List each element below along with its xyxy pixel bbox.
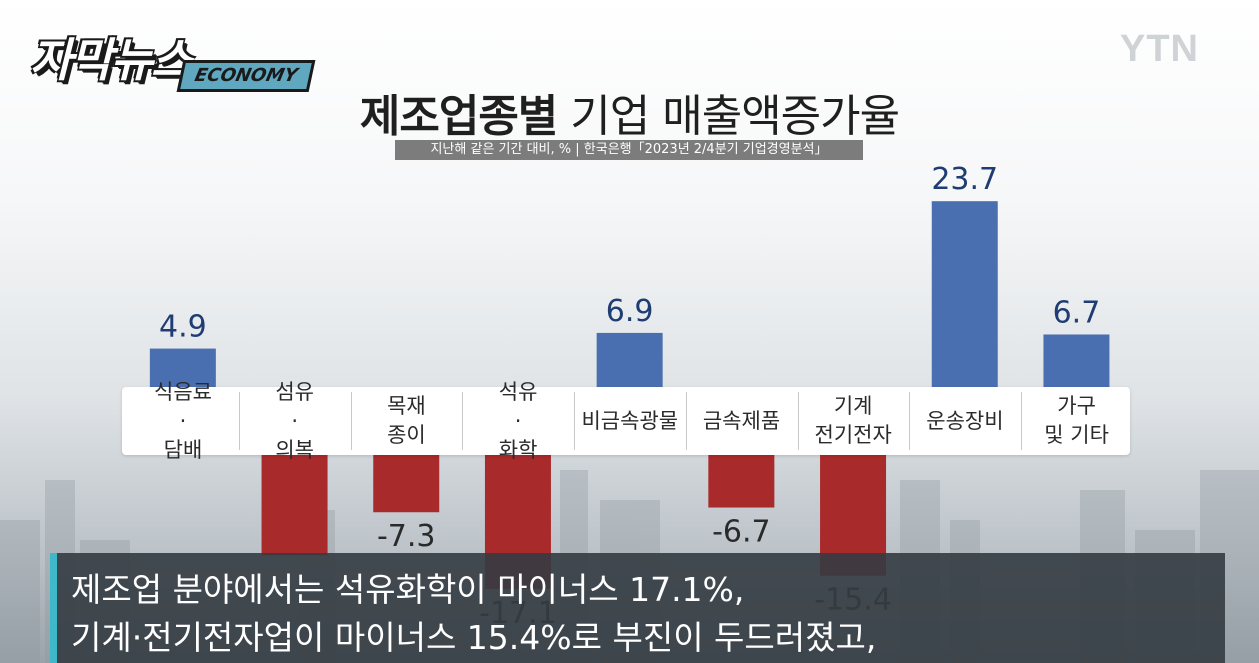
category-label-5: 금속제품 bbox=[686, 392, 799, 450]
bar-value-label-7: 23.7 bbox=[931, 162, 998, 197]
caption-line-1: 제조업 분야에서는 석유화학이 마이너스 17.1%, bbox=[71, 570, 745, 609]
show-logo: 자막뉴스 ECONOMY bbox=[30, 30, 316, 100]
bar-8 bbox=[1043, 334, 1110, 387]
category-label-2: 목재 종이 bbox=[350, 392, 464, 450]
bar-2 bbox=[373, 455, 440, 513]
subtitle-caption-box: 제조업 분야에서는 석유화학이 마이너스 17.1%, 기계·전기전자업이 마이… bbox=[50, 553, 1225, 663]
chart-title-bold: 제조업종별 bbox=[359, 91, 558, 142]
bar-value-label-8: 6.7 bbox=[1053, 295, 1101, 330]
bar-value-label-5: -6.7 bbox=[712, 515, 771, 550]
bar-7 bbox=[931, 201, 998, 387]
bar-value-label-2: -7.3 bbox=[377, 519, 436, 554]
bar-0 bbox=[149, 348, 216, 387]
category-label-8: 가구 및 기타 bbox=[1044, 394, 1109, 447]
category-label-3: 석유 · 화학 bbox=[462, 380, 576, 462]
category-label-band bbox=[122, 387, 1130, 455]
chart-subtitle: 지난해 같은 기간 대비, % | 한국은행「2023년 2/4분기 기업경영분… bbox=[395, 140, 863, 160]
ytn-channel-logo: YTN bbox=[1120, 28, 1199, 70]
bar-5 bbox=[708, 455, 775, 508]
chart-title: 제조업종별 기업 매출액증가율 bbox=[0, 80, 1259, 144]
category-label-6: 기계 전기전자 bbox=[797, 392, 911, 450]
bar-value-label-0: 4.9 bbox=[159, 310, 207, 345]
bar-4 bbox=[596, 332, 663, 387]
category-label-1: 섬유 · 의복 bbox=[239, 380, 352, 462]
bar-value-label-4: 6.9 bbox=[606, 294, 654, 329]
show-logo-main-text: 자막뉴스 bbox=[30, 33, 193, 87]
chart-title-rest: 기업 매출액증가율 bbox=[557, 91, 900, 142]
category-label-0: 식음료 · 담배 bbox=[127, 380, 240, 462]
caption-line-2: 기계·전기전자업이 마이너스 15.4%로 부진이 두드러졌고, bbox=[71, 618, 877, 657]
category-label-7: 운송장비 bbox=[909, 392, 1022, 450]
bar-1 bbox=[261, 455, 328, 556]
category-label-4: 비금속광물 bbox=[574, 392, 687, 450]
